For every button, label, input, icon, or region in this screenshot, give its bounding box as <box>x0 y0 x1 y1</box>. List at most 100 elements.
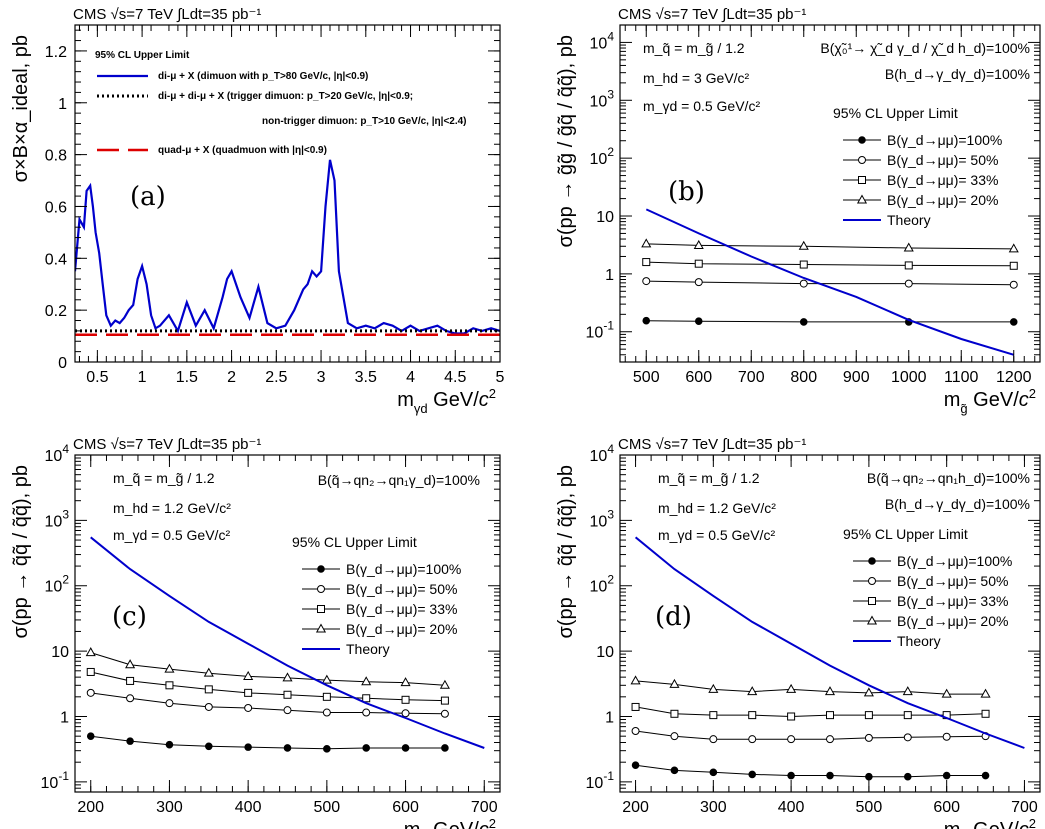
data-point <box>669 678 680 688</box>
y-tick-label: 0.2 <box>45 303 67 320</box>
x-axis-label: mq̃ GeV/c2 <box>944 816 1036 829</box>
legend-marker <box>858 156 866 164</box>
x-tick-label: 500 <box>856 799 883 816</box>
data-point <box>942 771 951 780</box>
panel-b: CMS √s=7 TeV ∫Ldt=35 pb⁻¹ 500 600 700 800 900… <box>555 6 1041 416</box>
y-tick-label: 10 <box>596 209 614 226</box>
y-tick-label: 10 <box>596 644 614 661</box>
limit-curve <box>90 692 445 715</box>
x-tick-label: 1200 <box>996 369 1032 386</box>
legend-marker <box>868 577 876 585</box>
data-point <box>244 703 253 712</box>
data-point <box>670 709 679 718</box>
x-tick-label: 3.5 <box>355 369 377 386</box>
data-point <box>126 694 135 703</box>
x-tick-label: 1100 <box>944 369 979 386</box>
data-point <box>799 260 808 269</box>
data-point <box>787 771 795 780</box>
x-tick-label: 200 <box>77 799 104 816</box>
x-tick-label: 600 <box>685 369 712 386</box>
limit-curve <box>90 671 445 702</box>
data-point <box>747 686 758 696</box>
y-tick-label: 103 <box>590 87 615 110</box>
legend-entry: B(γ_d→μμ)=100% <box>897 553 1012 569</box>
legend-marker <box>858 176 866 184</box>
data-point <box>903 772 912 781</box>
plot-area <box>630 536 1025 781</box>
data-point <box>748 735 757 744</box>
data-point <box>282 672 293 682</box>
data-point <box>323 745 331 753</box>
data-point <box>694 317 703 326</box>
data-point <box>941 688 952 698</box>
data-point <box>694 278 703 287</box>
panel-a: CMS √s=7 TeV ∫Ldt=35 pb⁻¹ 0.5 1 1.5 2 2.5 3 3.5… <box>10 6 505 416</box>
plot-area <box>75 159 500 337</box>
plot-frame <box>619 24 1041 363</box>
annotation: m_q̃ = m_g̃ / 1.2 <box>658 470 760 486</box>
legend-entry: B(γ_d→μμ)= 20% <box>887 192 998 208</box>
data-point <box>203 667 214 677</box>
data-point <box>670 732 679 741</box>
limit-curve <box>635 764 986 778</box>
data-point <box>322 692 331 701</box>
x-tick-label: 2.5 <box>265 369 287 386</box>
x-tick-label: 1.5 <box>176 369 198 386</box>
x-tick-label: 700 <box>1011 799 1038 816</box>
data-point <box>694 259 703 268</box>
data-point <box>981 709 990 718</box>
data-point <box>904 279 913 288</box>
y-tick-label: 10-1 <box>586 769 615 792</box>
legend-marker <box>858 136 866 144</box>
annotation: B(q̃→qn₂→qn₁γ_d)=100% <box>318 472 480 488</box>
y-tick-label: 1 <box>605 709 614 726</box>
y-tick-label: 1.2 <box>45 44 67 61</box>
data-point <box>204 702 213 711</box>
legend-marker <box>317 585 325 593</box>
y-tick-label: 0.4 <box>45 251 67 268</box>
x-axis-label: mq̃ GeV/c2 <box>404 816 496 829</box>
data-point <box>642 316 651 325</box>
legend-marker <box>868 597 876 605</box>
annotation: m_q̃ = m_g̃ / 1.2 <box>643 40 745 56</box>
y-tick-label: 0 <box>58 355 67 372</box>
legend-title: 95% CL Upper Limit <box>833 105 958 121</box>
data-point <box>361 676 372 686</box>
limit-curve <box>90 735 445 750</box>
legend-marker <box>856 194 868 204</box>
legend-marker <box>315 623 327 633</box>
data-point <box>1009 261 1018 270</box>
limit-curve <box>635 680 986 695</box>
x-tick-label: 3 <box>317 369 326 386</box>
data-point <box>902 686 913 696</box>
data-point <box>642 258 651 267</box>
y-tick-label: 104 <box>45 442 70 465</box>
data-point <box>709 735 718 744</box>
data-point <box>401 709 410 718</box>
data-point <box>903 242 914 252</box>
legend-entry: B(γ_d→μμ)= 33% <box>887 172 998 188</box>
y-axis-label: σ(pp → q̃q̃ / q̃q̃), pb <box>10 465 32 639</box>
legend-marker <box>868 557 876 565</box>
data-point <box>440 709 449 718</box>
data-point <box>126 737 134 745</box>
theory-curve <box>645 208 1015 356</box>
plot-frame <box>619 454 1041 793</box>
data-point <box>865 772 873 781</box>
data-point <box>86 688 95 697</box>
x-axis-label: mg̃ GeV/c2 <box>944 386 1036 416</box>
data-point <box>126 676 135 685</box>
x-tick-label: 900 <box>843 369 870 386</box>
y-tick-label: 102 <box>590 573 615 596</box>
annotation: m_q̃ = m_g̃ / 1.2 <box>113 470 215 486</box>
annotation: B(h_d→γ_dγ_d)=100% <box>885 496 1030 512</box>
y-axis-label: σ×B×α_ideal, pb <box>10 35 32 182</box>
data-point <box>401 695 410 704</box>
data-point <box>1008 243 1019 253</box>
data-point <box>283 690 292 699</box>
x-tick-label: 600 <box>392 799 419 816</box>
data-point <box>165 699 174 708</box>
plot-header: CMS √s=7 TeV ∫Ldt=35 pb⁻¹ <box>618 436 806 453</box>
annotation: m_hd = 3 GeV/c² <box>643 70 750 86</box>
